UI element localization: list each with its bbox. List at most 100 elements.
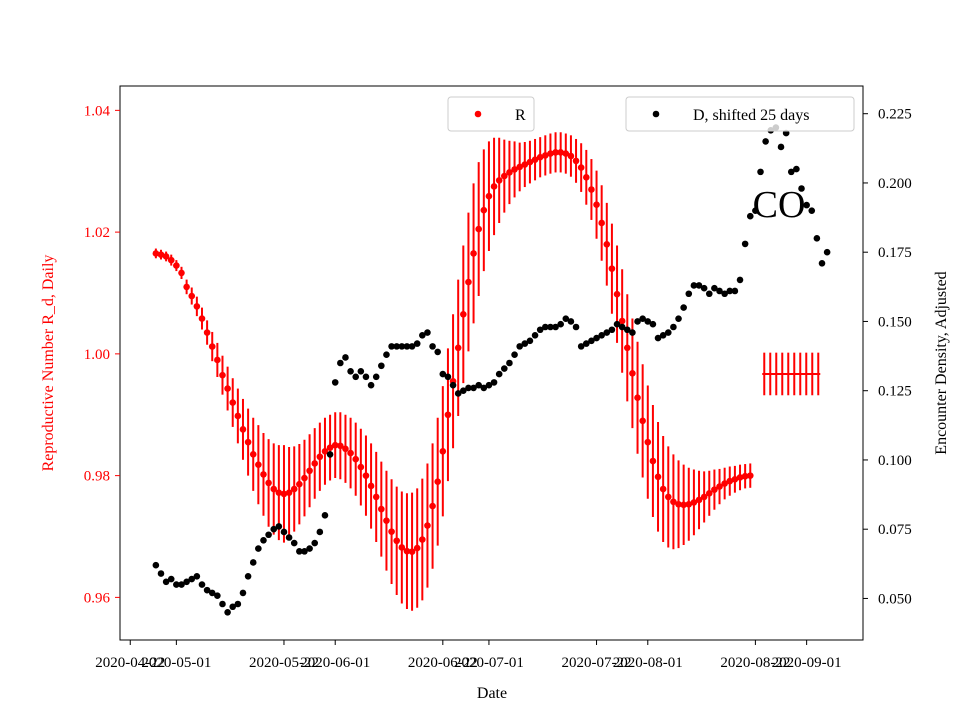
r-point	[618, 317, 626, 325]
d-point	[746, 212, 754, 220]
r-point	[516, 163, 523, 171]
d-point	[777, 143, 785, 151]
d-point	[326, 451, 334, 458]
r-points	[152, 149, 754, 556]
d-point	[506, 359, 513, 367]
r-point	[634, 394, 641, 402]
d-point	[362, 373, 370, 381]
r-point	[337, 442, 344, 450]
d-point	[224, 609, 231, 616]
r-point	[439, 447, 447, 455]
d-point	[752, 207, 759, 214]
d-point	[654, 334, 662, 342]
r-point	[162, 253, 170, 260]
r-point	[644, 438, 652, 446]
d-point	[588, 337, 595, 345]
d-point	[454, 390, 462, 397]
x-tick-label: 2020-05-22	[249, 655, 319, 671]
r-point	[572, 157, 580, 165]
r-point	[716, 483, 723, 490]
d-point	[736, 276, 744, 284]
legend-d-label: D, shifted 25 days	[693, 107, 809, 124]
d-point	[208, 589, 216, 597]
d-point	[618, 323, 626, 331]
r-point	[157, 251, 165, 258]
x-tick-label: 2020-04-22	[95, 655, 165, 671]
d-point	[623, 326, 631, 334]
d-point	[439, 370, 447, 378]
d-point	[342, 354, 349, 361]
d-point	[398, 343, 406, 350]
d-point	[629, 329, 636, 336]
d-point	[823, 248, 831, 256]
r-point	[726, 477, 734, 485]
d-point	[337, 359, 344, 367]
d-point	[367, 381, 375, 389]
d-point	[485, 381, 493, 389]
r-point	[424, 522, 431, 529]
r-point	[173, 262, 180, 269]
d-point	[526, 337, 534, 345]
d-point	[465, 384, 472, 392]
r-point	[547, 150, 554, 157]
r-point	[608, 265, 616, 272]
x-tick-label: 2020-08-01	[613, 655, 683, 671]
r-point	[623, 344, 631, 352]
d-point	[214, 592, 221, 599]
d-point	[670, 323, 677, 331]
d-point	[634, 318, 641, 325]
d-point	[188, 575, 196, 583]
r-point	[593, 201, 600, 209]
r-point	[188, 292, 196, 300]
r-point	[234, 412, 242, 420]
d-point	[444, 373, 452, 381]
d-point	[659, 332, 667, 339]
d-point	[490, 379, 498, 386]
d-point	[193, 572, 201, 580]
r-point	[475, 225, 482, 233]
r-point	[316, 453, 324, 461]
d-point	[219, 600, 226, 608]
d-point	[331, 379, 339, 386]
y-left-tick-label: 0.96	[84, 590, 111, 606]
r-point	[352, 455, 360, 463]
d-point	[162, 578, 170, 586]
x-tick-label: 2020-06-22	[408, 655, 478, 671]
d-point	[183, 578, 190, 586]
r-point	[444, 411, 452, 419]
r-point	[367, 482, 375, 490]
d-point	[690, 282, 698, 289]
d-point	[572, 323, 580, 331]
r-point	[331, 441, 339, 449]
r-point	[260, 471, 267, 478]
r-point	[408, 548, 416, 556]
d-point	[593, 334, 600, 342]
r-point	[526, 158, 534, 166]
r-point	[639, 417, 646, 425]
d-point	[239, 589, 247, 597]
d-point	[762, 138, 769, 145]
r-point	[413, 544, 421, 552]
r-point	[695, 496, 703, 504]
d-point	[403, 343, 411, 350]
r-point	[470, 250, 477, 257]
r-point	[347, 449, 354, 457]
r-point	[629, 370, 636, 377]
d-point	[198, 581, 206, 588]
d-point	[460, 387, 467, 395]
r-point	[454, 344, 462, 352]
r-point	[721, 480, 728, 487]
r-point	[357, 463, 365, 471]
d-point	[152, 561, 160, 569]
d-point	[705, 290, 713, 298]
y-left-axis-title: Reproductive Number R_d, Daily	[40, 255, 57, 472]
r-point	[183, 283, 190, 291]
r-point	[419, 536, 426, 543]
d-point	[352, 373, 360, 381]
r-point	[531, 156, 539, 163]
r-point	[275, 489, 283, 496]
d-point	[480, 384, 488, 392]
r-point	[403, 547, 411, 555]
r-point	[239, 426, 247, 433]
y-left-tick-label: 1.00	[84, 347, 110, 363]
